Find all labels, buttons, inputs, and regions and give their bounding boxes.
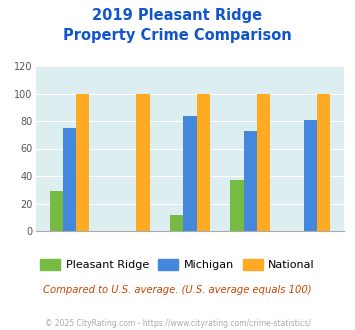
Bar [63,128,76,231]
Bar [317,93,330,231]
Text: Property Crime Comparison: Property Crime Comparison [63,28,292,43]
Bar [170,214,183,231]
Bar [183,115,197,231]
Bar [76,93,89,231]
Bar [136,93,149,231]
Text: Compared to U.S. average. (U.S. average equals 100): Compared to U.S. average. (U.S. average … [43,285,312,295]
Text: © 2025 CityRating.com - https://www.cityrating.com/crime-statistics/: © 2025 CityRating.com - https://www.city… [45,319,310,328]
Bar [257,93,270,231]
Bar [244,131,257,231]
Bar [230,180,244,231]
Bar [197,93,210,231]
Text: 2019 Pleasant Ridge: 2019 Pleasant Ridge [92,8,263,23]
Bar [304,120,317,231]
Legend: Pleasant Ridge, Michigan, National: Pleasant Ridge, Michigan, National [36,255,319,275]
Bar [50,191,63,231]
